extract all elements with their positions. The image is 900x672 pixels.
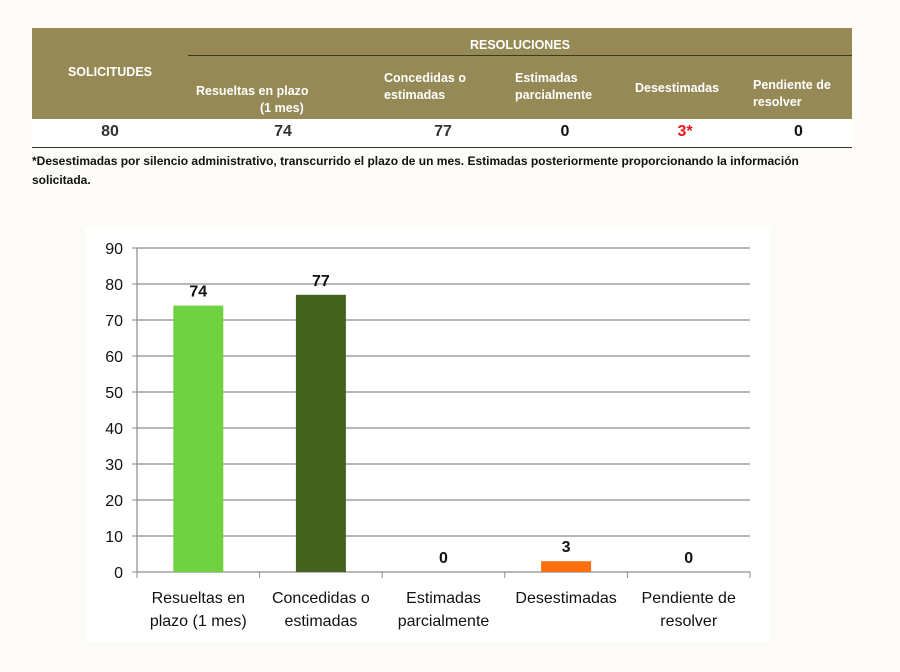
table-values-row: 80 74 77 0 3* 0 (32, 119, 852, 148)
col-desestimadas: Desestimadas (635, 81, 720, 95)
x-tick-label: Pendiente de (642, 590, 736, 607)
bar-chart: 0 10 20 30 40 50 60 70 80 90 74 Resueltas en plazo (… (85, 228, 770, 642)
col-resueltas: Resueltas en plazo (1 mes) (196, 84, 309, 115)
data-label: 74 (189, 284, 207, 301)
y-tick-label: 70 (105, 313, 123, 330)
bar (541, 561, 592, 572)
x-tick-label: Resueltas en (152, 590, 245, 607)
y-tick-label: 20 (105, 493, 123, 510)
footnote: *Desestimadas por silencio administrativ… (32, 154, 799, 187)
data-label: 0 (684, 550, 693, 567)
data-label: 77 (312, 273, 330, 290)
value-estimadas: 0 (560, 123, 570, 140)
value-desestimadas: 3* (677, 123, 693, 140)
x-tick-label: Desestimadas (515, 590, 616, 607)
value-pendiente: 0 (794, 123, 803, 140)
data-label: 0 (439, 550, 448, 567)
table-header: SOLICITUDES RESOLUCIONES Resueltas en pl… (32, 28, 852, 119)
x-tick-label: Estimadas (406, 590, 481, 607)
bar (173, 305, 224, 572)
resoluciones-divider (188, 55, 852, 56)
value-solicitudes: 80 (101, 123, 119, 140)
y-tick-label: 80 (105, 277, 123, 294)
y-tick-label: 10 (105, 529, 123, 546)
col-concedidas: Concedidas o estimadas (384, 71, 466, 102)
value-concedidas: 77 (434, 123, 452, 140)
x-tick-label: Concedidas o (272, 590, 370, 607)
x-tick-label: resolver (660, 613, 718, 630)
resoluciones-header: RESOLUCIONES (469, 38, 570, 52)
y-tick-label: 0 (114, 565, 123, 582)
col-pendiente: Pendiente de resolver (753, 78, 831, 109)
bar (295, 294, 346, 572)
value-resueltas: 74 (274, 123, 292, 140)
y-tick-label: 50 (105, 385, 123, 402)
x-tick-label: plazo (1 mes) (150, 613, 247, 630)
y-tick-label: 30 (105, 457, 123, 474)
data-label: 3 (562, 539, 571, 556)
solicitudes-header: SOLICITUDES (67, 65, 153, 79)
y-tick-label: 90 (105, 241, 123, 258)
x-tick-label: estimadas (284, 613, 357, 630)
y-tick-label: 40 (105, 421, 123, 438)
col-estimadas: Estimadas parcialmente (515, 71, 593, 102)
x-tick-label: parcialmente (398, 613, 490, 630)
y-tick-label: 60 (105, 349, 123, 366)
